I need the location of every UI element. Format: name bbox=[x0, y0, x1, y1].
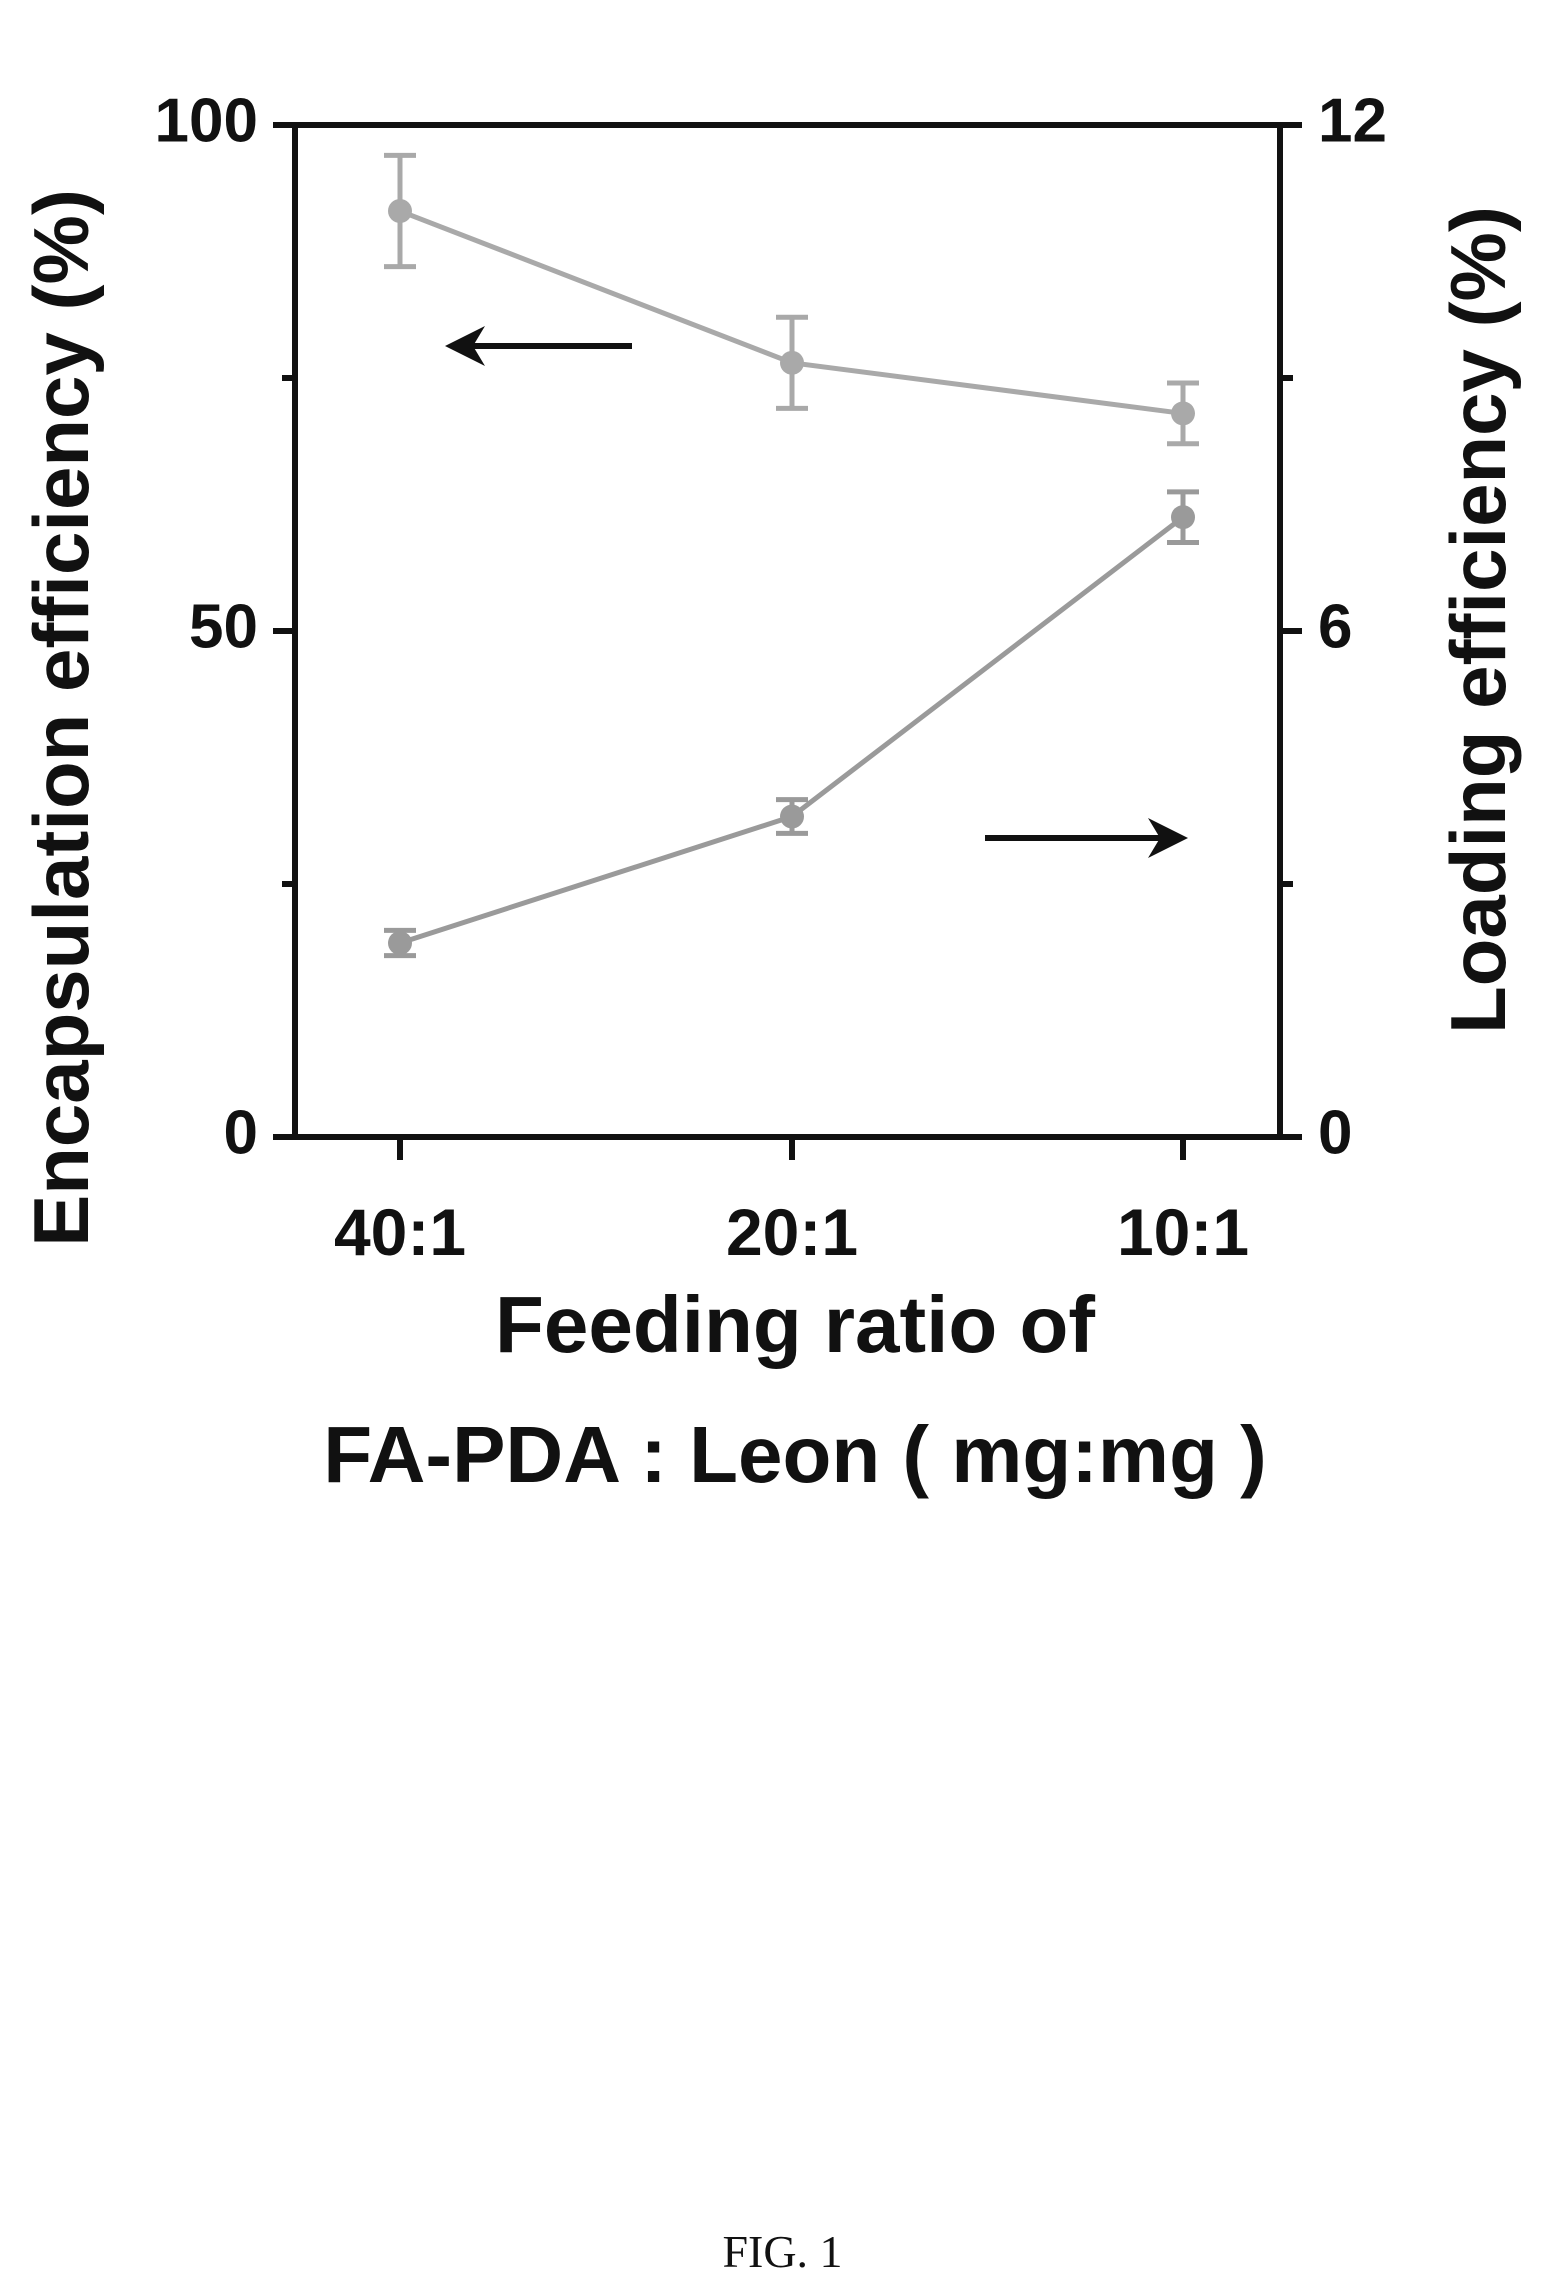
left-tick-label: 0 bbox=[224, 1098, 258, 1167]
left-axis-title: Encapsulation efficiency (%) bbox=[17, 189, 105, 1247]
left-tick-label: 50 bbox=[189, 592, 258, 661]
x-tick-label: 20:1 bbox=[726, 1195, 858, 1269]
x-axis-title-line-2: FA-PDA : Leon ( mg:mg ) bbox=[323, 1410, 1267, 1499]
encapsulation-data-point bbox=[388, 199, 412, 224]
series-layer bbox=[384, 152, 1199, 959]
x-axis: 40:1 20:1 10:1 bbox=[334, 1137, 1249, 1269]
loading-data-point bbox=[780, 804, 804, 829]
x-axis-title-line-1: Feeding ratio of bbox=[495, 1280, 1095, 1369]
right-tick-label: 6 bbox=[1318, 592, 1352, 661]
right-axis-title: Loading efficiency (%) bbox=[1434, 206, 1522, 1034]
left-tick-label: 100 bbox=[155, 86, 258, 155]
right-axis: 0 6 12 bbox=[1280, 86, 1387, 1167]
encapsulation-data-point bbox=[780, 350, 804, 375]
right-tick-label: 12 bbox=[1318, 86, 1387, 155]
figure-label: FIG. 1 bbox=[722, 2226, 843, 2277]
left-arrow-annotation bbox=[445, 326, 632, 366]
x-tick-label: 40:1 bbox=[334, 1195, 466, 1269]
loading-data-point bbox=[388, 931, 412, 956]
loading-series-line bbox=[399, 515, 1185, 946]
right-tick-label: 0 bbox=[1318, 1098, 1352, 1167]
loading-data-point bbox=[1171, 505, 1195, 530]
right-arrow-annotation bbox=[985, 818, 1188, 858]
plot-frame bbox=[292, 122, 1283, 1140]
chart: 0 50 100 0 6 12 40:1 20:1 10:1 Feeding r… bbox=[17, 86, 1522, 1499]
encapsulation-data-point bbox=[1171, 401, 1195, 426]
x-tick-label: 10:1 bbox=[1117, 1195, 1249, 1269]
left-axis: 0 50 100 bbox=[155, 86, 295, 1167]
